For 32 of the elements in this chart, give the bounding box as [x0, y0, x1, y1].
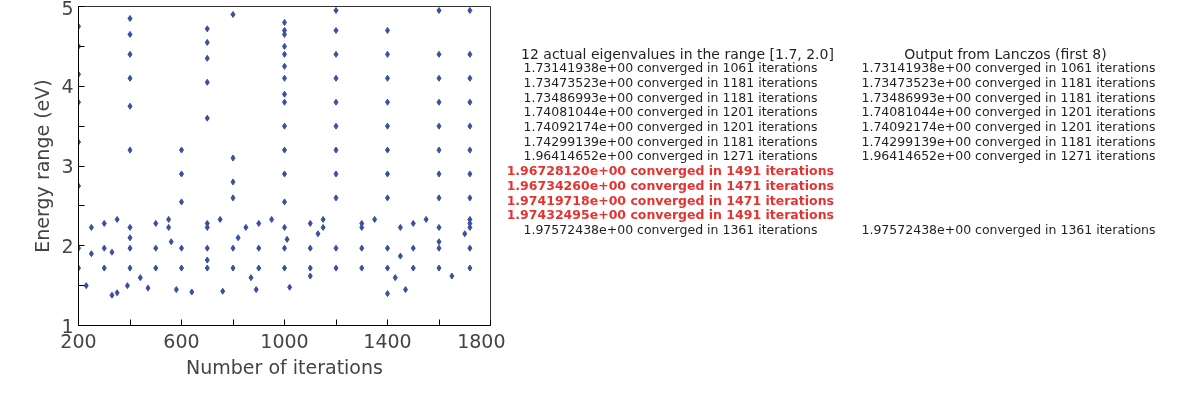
text: 1.74299139e+00 converged in 1181 iterations [861, 133, 1156, 149]
text: 1.73486993e+00 converged in 1181 iterations [861, 89, 1156, 105]
text: 1.96414652e+00 converged in 1271 iterations [861, 148, 1156, 164]
text: 1.74081044e+00 converged in 1201 iterations [861, 104, 1156, 120]
x-tick-label: 1400 [363, 329, 412, 352]
text: 1.97572438e+00 converged in 1361 iterations [861, 221, 1156, 237]
text: Output from Lanczos (first 8) [904, 45, 1107, 62]
text: 1.97572438e+00 converged in 1361 iterations [523, 221, 818, 237]
text: 1.96734260e+00 converged in 1471 iterations [506, 177, 834, 193]
y-tick-label: 4 [61, 75, 74, 98]
text: 1.97432495e+00 converged in 1491 iterations [506, 207, 834, 223]
x-tick-label: 1800 [457, 329, 506, 352]
y-tick-label: 2 [61, 234, 74, 257]
text: 1.73473523e+00 converged in 1181 iterations [523, 74, 818, 90]
text: 1.73473523e+00 converged in 1181 iterations [861, 74, 1156, 90]
text: 1.96414652e+00 converged in 1271 iterations [523, 148, 818, 164]
text: 1.73141938e+00 converged in 1061 iterations [523, 60, 818, 76]
y-axis-title: Energy range (eV) [31, 79, 54, 253]
text: 1.74092174e+00 converged in 1201 iterations [523, 119, 818, 135]
y-tick-label: 3 [61, 155, 74, 177]
text: 1.96728120e+00 converged in 1491 iterations [506, 163, 834, 179]
x-axis-title: Number of iterations [186, 355, 383, 378]
y-tick-label: 5 [61, 0, 74, 19]
text: 1.73486993e+00 converged in 1181 iterations [523, 89, 818, 105]
text: 1.97419718e+00 converged in 1471 iterations [506, 192, 834, 208]
text: 12 actual eigenvalues in the range [1.7, 2.0] [521, 45, 834, 62]
text: 1.74081044e+00 converged in 1201 iterations [523, 104, 818, 120]
text: 1.74299139e+00 converged in 1181 iterations [523, 133, 818, 149]
x-tick-label: 600 [163, 329, 200, 352]
text: 1.73141938e+00 converged in 1061 iterations [861, 60, 1156, 76]
x-tick-label: 1000 [260, 329, 309, 352]
text: 1.74092174e+00 converged in 1201 iterations [861, 119, 1156, 135]
